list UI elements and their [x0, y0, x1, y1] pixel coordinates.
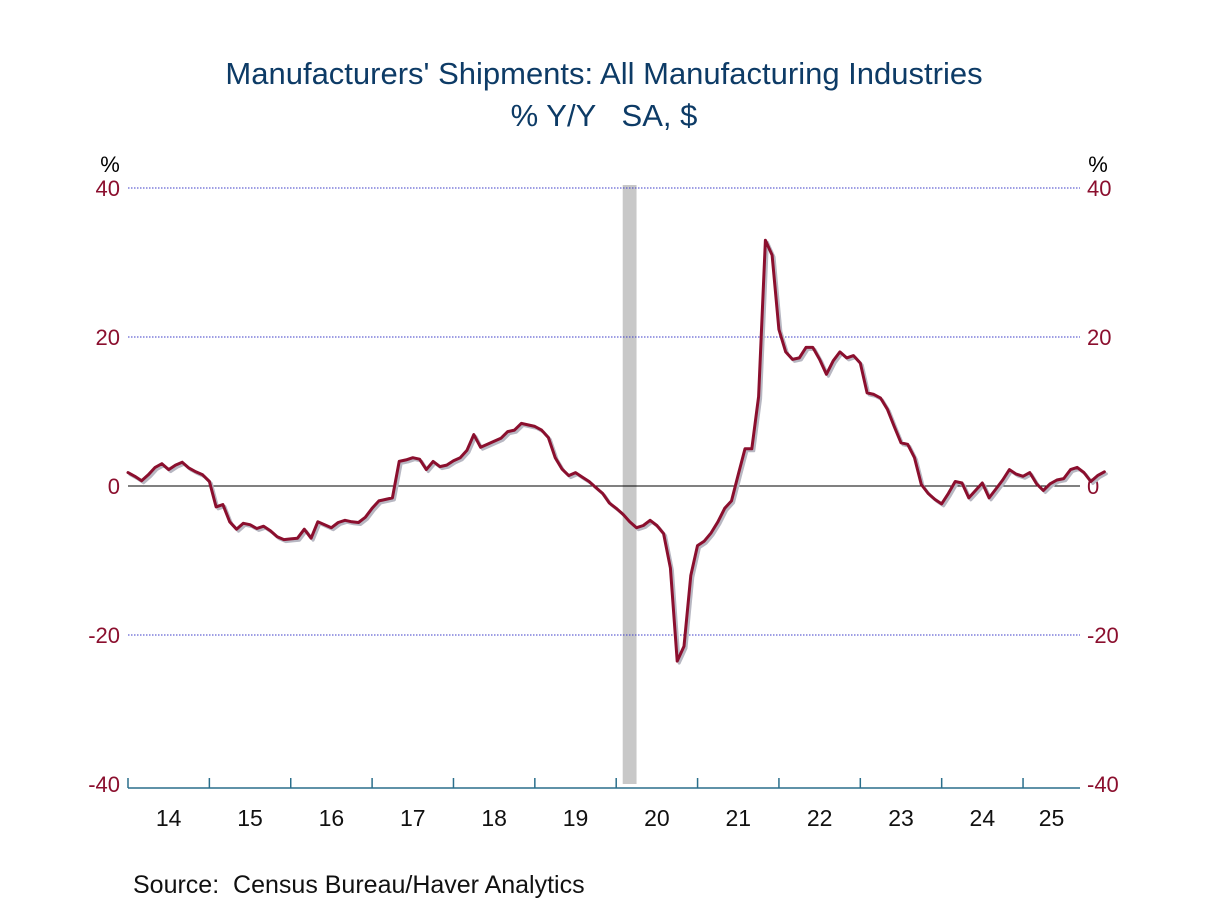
series-layer — [126, 238, 1108, 665]
x-tick-label-14: 14 — [156, 805, 182, 831]
x-tick-label-17: 17 — [400, 805, 426, 831]
x-tick-label-16: 16 — [319, 805, 345, 831]
y-tick-left-20: 20 — [96, 325, 120, 350]
x-tick-label-23: 23 — [888, 805, 914, 831]
source-note: Source: Census Bureau/Haver Analytics — [133, 871, 585, 899]
x-tick-label-22: 22 — [807, 805, 833, 831]
x-tick-label-20: 20 — [644, 805, 670, 831]
series-line — [126, 238, 1106, 663]
x-tick-label-18: 18 — [481, 805, 507, 831]
left-unit-label: % — [100, 152, 120, 177]
recession-band-0 — [622, 185, 637, 784]
y-tick-left--20: -20 — [88, 623, 120, 648]
y-tick-right-40: 40 — [1087, 176, 1111, 201]
y-tick-right-20: 20 — [1087, 325, 1111, 350]
chart-subtitle: % Y/Y SA, $ — [511, 98, 698, 133]
right-unit-label: % — [1088, 152, 1108, 177]
x-tick-label-21: 21 — [725, 805, 751, 831]
chart-title: Manufacturers' Shipments: All Manufactur… — [225, 56, 982, 91]
y-tick-left-40: 40 — [96, 176, 120, 201]
x-axis — [127, 778, 1080, 789]
x-tick-label-15: 15 — [237, 805, 263, 831]
x-tick-label-19: 19 — [563, 805, 589, 831]
y-tick-right--20: -20 — [1087, 623, 1119, 648]
series-line-shadow — [128, 240, 1108, 665]
gridlines — [128, 187, 1080, 636]
x-tick-label-24: 24 — [970, 805, 996, 831]
y-tick-left-0: 0 — [108, 474, 120, 499]
x-tick-label-25: 25 — [1039, 805, 1065, 831]
x-tick-labels: 14 15 16 17 18 19 20 21 22 23 24 25 — [156, 805, 1064, 831]
recession-shading — [622, 185, 637, 784]
y-tick-right--40: -40 — [1087, 772, 1119, 797]
y-tick-left--40: -40 — [88, 772, 120, 797]
